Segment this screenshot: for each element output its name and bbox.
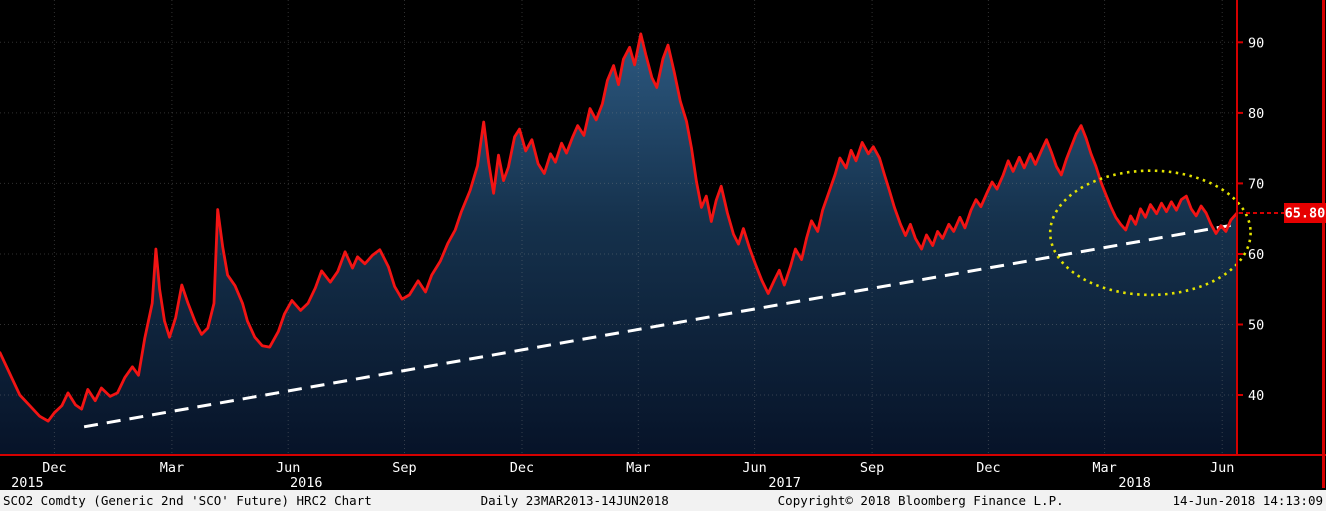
y-axis-label: 60 (1248, 247, 1264, 263)
y-axis-label: 90 (1248, 35, 1264, 51)
x-axis-month-label: Dec (976, 460, 1000, 476)
x-axis-month-label: Mar (626, 460, 650, 476)
right-edge-border (1322, 0, 1325, 488)
statusbar: SCO2 Comdty (Generic 2nd 'SCO' Future) H… (0, 490, 1326, 511)
statusbar-timestamp: 14-Jun-2018 14:13:09 (1172, 493, 1323, 508)
x-axis-month-label: Jun (276, 460, 300, 476)
x-axis-month-label: Sep (392, 460, 416, 476)
x-axis-year-label: 2015 (11, 475, 44, 490)
x-axis-month-label: Sep (860, 460, 884, 476)
x-axis-year-label: 2016 (290, 475, 323, 490)
price-area (0, 33, 1237, 456)
x-axis-month-label: Mar (1092, 460, 1116, 476)
highlight-ellipse (1048, 169, 1252, 297)
statusbar-title: SCO2 Comdty (Generic 2nd 'SCO' Future) H… (3, 493, 372, 508)
x-axis-month-label: Jun (1210, 460, 1234, 476)
y-axis-label: 70 (1248, 176, 1264, 192)
trendline (83, 222, 1238, 429)
y-axis-label: 80 (1248, 106, 1264, 122)
last-price-label-box (1284, 203, 1326, 223)
y-axis-label: 40 (1248, 388, 1264, 404)
x-axis-year-label: 2018 (1118, 475, 1151, 490)
price-line (0, 32, 1239, 423)
last-price-label: 65.80 (1285, 206, 1326, 222)
statusbar-period: Daily 23MAR2013-14JUN2018 (480, 493, 669, 508)
x-axis-month-label: Jun (742, 460, 766, 476)
x-axis-month-label: Dec (510, 460, 534, 476)
y-axis-label: 50 (1248, 318, 1264, 334)
x-axis-month-label: Mar (160, 460, 184, 476)
x-axis-year-label: 2017 (768, 475, 801, 490)
statusbar-copyright: Copyright© 2018 Bloomberg Finance L.P. (777, 493, 1064, 508)
x-axis-month-label: Dec (42, 460, 66, 476)
